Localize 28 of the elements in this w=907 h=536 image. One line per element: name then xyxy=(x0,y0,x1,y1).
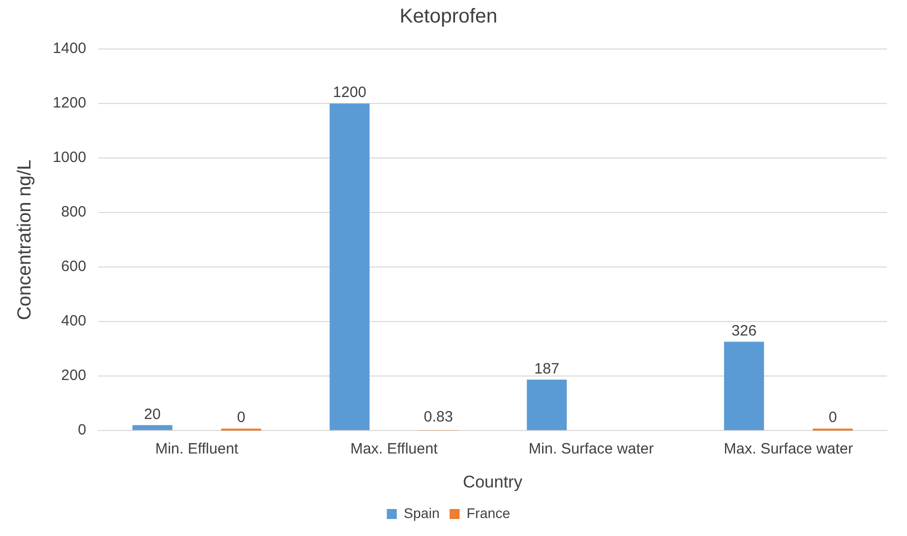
chart-title: Ketoprofen xyxy=(400,6,498,28)
legend-label: France xyxy=(466,504,510,521)
x-tick-label: Min. Surface water xyxy=(528,440,654,458)
legend-label: Spain xyxy=(404,504,440,521)
x-axis-title: Country xyxy=(462,472,523,492)
x-tick-label: Max. Surface water xyxy=(724,440,854,458)
bar xyxy=(330,104,370,430)
data-label: 0.83 xyxy=(424,408,453,426)
y-tick-label: 200 xyxy=(61,367,86,384)
data-label: 0 xyxy=(236,409,246,426)
bar xyxy=(724,342,764,430)
bar xyxy=(132,425,172,430)
data-label: 326 xyxy=(732,322,757,340)
bar xyxy=(526,380,567,430)
data-label: 1200 xyxy=(332,84,366,102)
y-tick-label: 1200 xyxy=(52,94,86,112)
y-tick-label: 400 xyxy=(61,312,86,330)
y-tick-label: 0 xyxy=(78,422,86,439)
y-axis-title: Concentration ng/L xyxy=(14,160,36,320)
y-tick-label: 1400 xyxy=(52,40,86,58)
y-tick-label: 800 xyxy=(61,204,86,221)
data-label: 0 xyxy=(828,409,837,426)
data-label: 20 xyxy=(144,406,161,423)
y-tick-label: 1000 xyxy=(52,149,86,166)
x-tick-label: Max. Effluent xyxy=(350,440,438,458)
x-tick-label: Min. Effluent xyxy=(155,440,240,458)
data-label: 187 xyxy=(534,360,560,378)
y-tick-label: 600 xyxy=(61,258,86,276)
